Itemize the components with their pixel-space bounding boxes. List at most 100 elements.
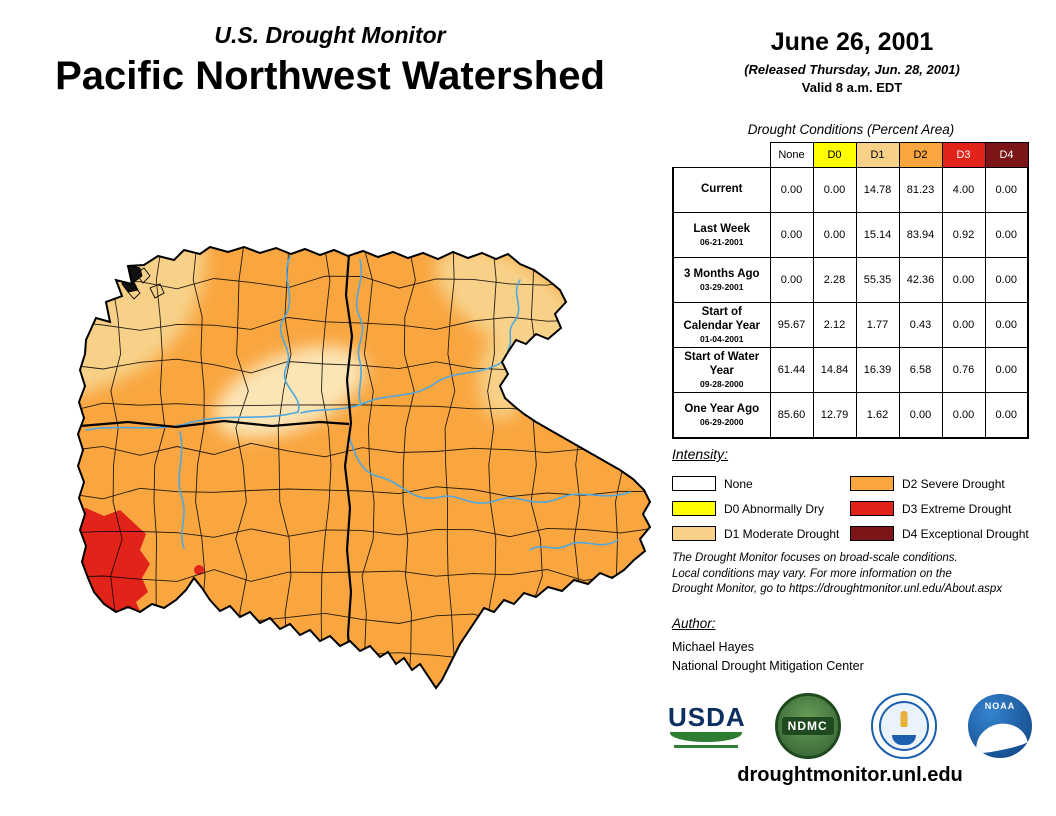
row-label: 3 Months Ago 03-29-2001 <box>672 257 771 303</box>
map-container <box>58 240 658 705</box>
author-organization: National Drought Mitigation Center <box>672 659 864 673</box>
intensity-legend: Intensity: None D0 Abnormally Dry D1 Moder… <box>672 446 1034 546</box>
ndmc-logo: NDMC <box>774 693 841 759</box>
table-cell: 2.12 <box>812 302 857 348</box>
header-right: June 26, 2001 (Released Thursday, Jun. 2… <box>676 28 1028 95</box>
river-columbia-lower <box>85 411 299 431</box>
usda-wordmark: USDA <box>668 702 746 732</box>
table-cell: 95.67 <box>769 302 814 348</box>
row-label: Current <box>672 167 771 213</box>
table-cell: 83.94 <box>898 212 943 258</box>
table-cell: 0.00 <box>769 212 814 258</box>
map-region-d3-southwest <box>78 508 150 622</box>
table-cell: 14.78 <box>855 167 900 213</box>
table-cell: 0.00 <box>769 257 814 303</box>
disclaimer-line: Local conditions may vary. For more info… <box>672 567 952 580</box>
table-cell: 61.44 <box>769 347 814 393</box>
header-left: U.S. Drought Monitor Pacific Northwest W… <box>0 22 660 99</box>
state-boundaries <box>79 253 354 661</box>
table-cell: 55.35 <box>855 257 900 303</box>
map-region-d1-northeast <box>435 247 585 358</box>
table-cell: 0.00 <box>769 167 814 213</box>
map-region-d1-center <box>214 345 366 439</box>
table-cell: 0.00 <box>984 347 1029 393</box>
table-title: Drought Conditions (Percent Area) <box>747 122 955 137</box>
table-corner-cell <box>673 142 770 168</box>
table-row: Current 0.00 0.00 14.78 81.23 4.00 0.00 <box>672 167 1029 213</box>
legend-item: D1 Moderate Drought <box>672 526 850 541</box>
row-label: Last Week 06-21-2001 <box>672 212 771 258</box>
row-label: One Year Ago 06-29-2000 <box>672 392 771 439</box>
column-header-none: None <box>769 142 814 168</box>
table-row: Start of Water Year 09-28-2000 61.44 14.84 1… <box>672 347 1029 393</box>
legend-swatch <box>850 501 894 516</box>
table-cell: 81.23 <box>898 167 943 213</box>
table-cell: 12.79 <box>812 392 857 439</box>
usda-swoosh <box>670 732 742 742</box>
map-region-d3-spot <box>194 565 204 575</box>
legend-title: Intensity: <box>672 446 729 462</box>
ndmc-wordmark: NDMC <box>781 717 834 735</box>
state-boundary-horizontal <box>79 419 350 429</box>
legend-item: D4 Exceptional Drought <box>850 526 1034 541</box>
table-row: One Year Ago 06-29-2000 85.60 12.79 1.62 0.00… <box>672 392 1029 439</box>
table-cell: 0.00 <box>898 392 943 439</box>
table-cell: 0.43 <box>898 302 943 348</box>
river-tributary-northeast <box>300 359 507 414</box>
author-name: Michael Hayes <box>672 640 754 654</box>
author-block: Author: Michael Hayes National Drought M… <box>672 616 864 673</box>
noaa-logo: NOAA <box>967 694 1032 758</box>
table-cell: 0.00 <box>984 302 1029 348</box>
legend-swatch <box>672 526 716 541</box>
legend-item: D2 Severe Drought <box>850 476 1034 491</box>
legend-item: None <box>672 476 850 491</box>
author-title: Author: <box>672 616 716 631</box>
legend-label: D0 Abnormally Dry <box>724 501 825 516</box>
conditions-table-block: Drought Conditions (Percent Area) None D0… <box>672 122 1030 439</box>
page-title: Pacific Northwest Watershed <box>55 54 605 98</box>
legend-label: D3 Extreme Drought <box>902 501 1012 516</box>
legend-label: D1 Moderate Drought <box>724 526 840 541</box>
commerce-seal-torch <box>900 711 908 727</box>
legend-label: None <box>724 476 753 491</box>
drought-table: None D0 D1 D2 D3 D4 Current 0.00 0.00 14.78 81.23… <box>672 142 1029 439</box>
table-cell: 14.84 <box>812 347 857 393</box>
table-cell: 1.62 <box>855 392 900 439</box>
legend-swatch <box>850 476 894 491</box>
column-header-d1: D1 <box>855 142 900 168</box>
column-header-d3: D3 <box>941 142 986 168</box>
river-columbia-upper <box>279 255 300 413</box>
report-supertitle: U.S. Drought Monitor <box>214 22 446 48</box>
table-cell: 0.00 <box>984 392 1029 439</box>
legend-swatch <box>672 501 716 516</box>
commerce-seal-base <box>892 735 917 745</box>
river-willamette <box>178 431 185 549</box>
table-row: Start of Calendar Year 01-04-2001 95.67 2.1… <box>672 302 1029 348</box>
legend-swatch <box>850 526 894 541</box>
table-cell: 0.00 <box>941 302 986 348</box>
table-row: 3 Months Ago 03-29-2001 0.00 2.28 55.35 42.36… <box>672 257 1029 303</box>
row-label: Start of Water Year 09-28-2000 <box>672 347 771 393</box>
table-cell: 0.00 <box>812 167 857 213</box>
valid-time: Valid 8 a.m. EDT <box>801 80 903 95</box>
legend-item: D3 Extreme Drought <box>850 501 1034 516</box>
column-header-d2: D2 <box>898 142 943 168</box>
drought-map <box>77 246 651 689</box>
table-cell: 0.92 <box>941 212 986 258</box>
usda-logo: USDA <box>668 702 746 748</box>
table-row: Last Week 06-21-2001 0.00 0.00 15.14 83.94 0.9… <box>672 212 1029 258</box>
table-header-row: None D0 D1 D2 D3 D4 <box>673 142 1029 168</box>
legend-label: D2 Severe Drought <box>902 476 1005 491</box>
row-label: Start of Calendar Year 01-04-2001 <box>672 302 771 348</box>
legend-item: D0 Abnormally Dry <box>672 501 850 516</box>
column-header-d4: D4 <box>984 142 1029 168</box>
river-east-lobe <box>529 539 619 551</box>
table-cell: 15.14 <box>855 212 900 258</box>
river-tributary-mid <box>355 259 364 405</box>
report-date: June 26, 2001 <box>770 28 934 56</box>
table-cell: 4.00 <box>941 167 986 213</box>
table-cell: 85.60 <box>769 392 814 439</box>
noaa-wordmark: NOAA <box>984 701 1016 711</box>
noaa-bird-shape <box>971 718 1029 756</box>
